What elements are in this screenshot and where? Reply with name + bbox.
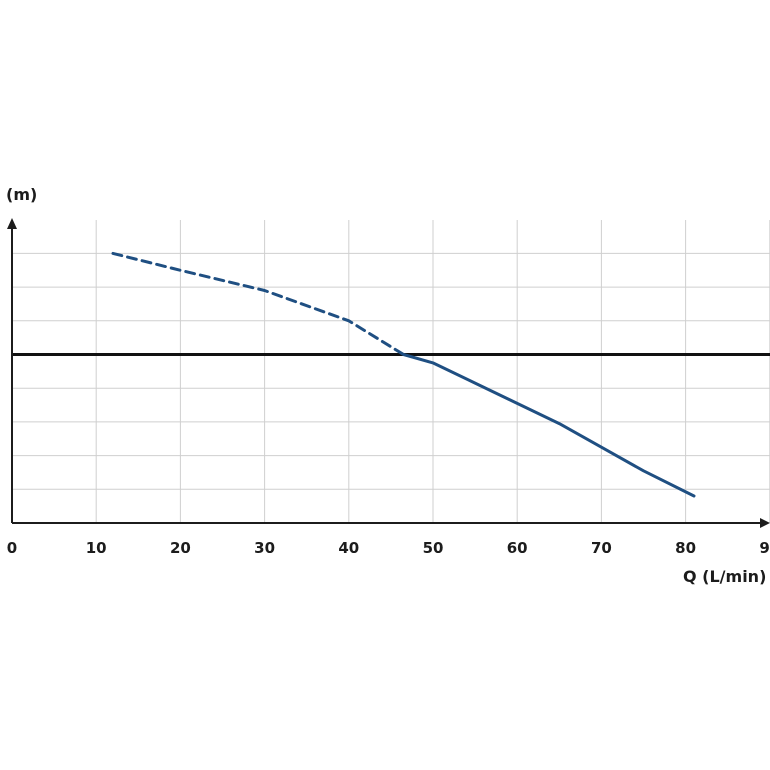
y-axis-label: (m)	[6, 185, 37, 204]
x-tick-label: 10	[86, 539, 107, 557]
x-tick-label: 40	[338, 539, 359, 557]
x-tick-label: 20	[170, 539, 191, 557]
x-tick-label: 60	[507, 539, 528, 557]
x-tick-label: 80	[675, 539, 696, 557]
x-tick-labels: 0 10 20 30 40 50 60 70 80 90	[7, 539, 770, 557]
x-tick-label: 0	[7, 539, 17, 557]
x-axis-label: Q (L/min)	[683, 567, 766, 586]
x-tick-label: 30	[254, 539, 275, 557]
series-group	[111, 251, 696, 498]
series-line-solid	[402, 353, 696, 498]
x-tick-label: 50	[423, 539, 444, 557]
x-tick-label: 70	[591, 539, 612, 557]
x-axis-arrow-icon	[760, 518, 770, 528]
series-line-dashed	[111, 251, 405, 356]
axes	[7, 218, 770, 528]
x-tick-label: 90	[759, 539, 770, 557]
y-axis-arrow-icon	[7, 218, 17, 229]
